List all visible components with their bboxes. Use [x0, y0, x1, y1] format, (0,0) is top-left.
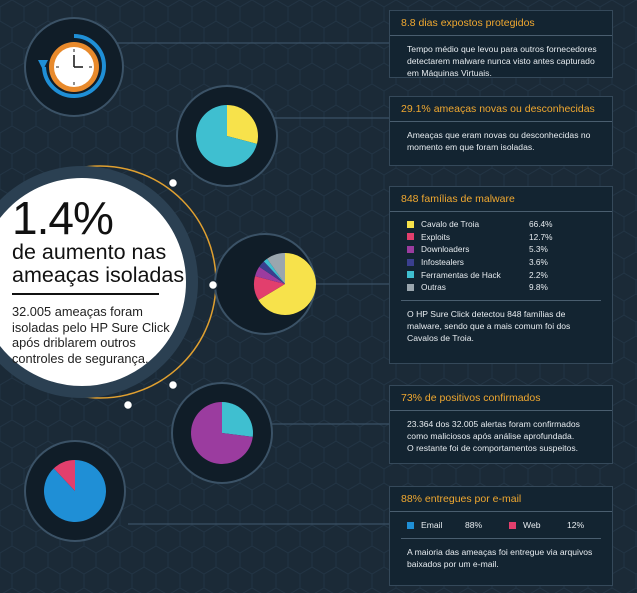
delivery-legend: Email 88% Web 12% [390, 512, 612, 530]
legend-label: Ferramentas de Hack [421, 269, 501, 280]
legend-value: 12.7% [529, 231, 553, 242]
legend-label: Downloaders [421, 244, 470, 255]
pie-slice-web [53, 460, 75, 491]
panel-title: 848 famílias de malware [390, 187, 612, 212]
legend-value: 66.4% [529, 219, 553, 230]
panel-divider [401, 538, 601, 539]
legend-swatch [407, 271, 414, 279]
headline-circle [0, 166, 198, 398]
panel-positivos-confirmados: 73% de positivos confirmados 23.364 dos … [389, 385, 613, 464]
familias-pie-chart [254, 253, 317, 315]
legend-label: Cavalo de Troia [421, 219, 480, 230]
legend-value: 9.8% [529, 282, 548, 293]
legend-label: Outras [421, 282, 446, 293]
connector-lines [102, 42, 389, 525]
legend-value: 5.3% [529, 244, 548, 255]
headline-line-2: ameaças isoladas [12, 263, 185, 287]
pie-slice-confirmados [190, 402, 253, 464]
pie-slice-conhecidas [196, 105, 257, 167]
legend-swatch [407, 283, 414, 291]
legend-label-email: Email [421, 520, 443, 530]
pie-slice-email [44, 460, 107, 522]
panel-divider [401, 299, 601, 301]
legend-item: Outras 9.8% [407, 281, 601, 294]
orbit-dots [122, 177, 219, 411]
panel-title: 8.8 dias expostos protegidos [390, 11, 612, 36]
pie-slice-familia-0 [258, 253, 317, 315]
pie-slice-familia-4 [263, 258, 285, 284]
legend-item: Downloaders 5.3% [407, 243, 601, 256]
panel-text: Ameaças que eram novas ou desconhecidas … [407, 130, 591, 152]
pie-slice-familia-3 [259, 261, 285, 284]
headline-description: 32.005 ameaças foram isoladas pelo HP Su… [12, 304, 170, 366]
panel-ameacas-novas: 29.1% ameaças novas ou desconhecidas Ame… [389, 96, 613, 166]
pie-slice-familia-2 [255, 266, 285, 284]
legend-item: Exploits 12.7% [407, 231, 601, 244]
panel-text: O HP Sure Click detectou 848 famílias de… [407, 308, 571, 343]
panel-text-2: O restante foi de comportamentos suspeit… [407, 443, 579, 453]
legend-item: Infostealers 3.6% [407, 256, 601, 269]
panel-text: 23.364 dos 32.005 alertas foram confirma… [407, 419, 580, 441]
panel-text: A maioria das ameaças foi entregue via a… [407, 547, 593, 569]
pie-slice-suspeitos [222, 402, 253, 437]
pie-slice-novas [227, 104, 258, 144]
pie-slice-familia-1 [254, 276, 285, 300]
panel-title: 73% de positivos confirmados [390, 386, 612, 411]
panel-entregues-email: 88% entregues por e-mail Email 88% Web 1… [389, 486, 613, 586]
legend-label: Infostealers [421, 257, 464, 268]
legend-label-web: Web [523, 520, 541, 530]
email-pie-chart [44, 460, 107, 522]
pie-slice-familia-5 [267, 253, 285, 284]
legend-swatch [407, 220, 414, 228]
legend-swatch-web [509, 521, 516, 529]
legend-label: Exploits [421, 231, 451, 242]
legend-swatch [407, 258, 414, 266]
legend-value: 3.6% [529, 257, 548, 268]
panel-text: Tempo médio que levou para outros fornec… [407, 44, 597, 78]
legend-swatch [407, 245, 414, 253]
positivos-pie-chart [190, 402, 253, 464]
legend-swatch-email [407, 521, 414, 529]
legend-value-web: 12% [567, 520, 585, 530]
legend-item: Ferramentas de Hack 2.2% [407, 268, 601, 281]
novas-pie-chart [196, 104, 258, 167]
headline-divider [12, 293, 159, 295]
clock-icon [38, 34, 106, 98]
legend-value: 2.2% [529, 269, 548, 280]
panel-title: 29.1% ameaças novas ou desconhecidas [390, 97, 612, 122]
headline-number: 1.4% [12, 192, 114, 244]
headline-line-1: de aumento nas [12, 240, 167, 264]
legend-item: Cavalo de Troia 66.4% [407, 218, 601, 231]
panel-familias-malware: 848 famílias de malware Cavalo de Troia 6… [389, 186, 613, 364]
panel-title: 88% entregues por e-mail [390, 487, 612, 512]
panel-dias-expostos: 8.8 dias expostos protegidos Tempo médio… [389, 10, 613, 78]
malware-legend: Cavalo de Troia 66.4% Exploits 12.7% Downl… [390, 212, 612, 294]
legend-value-email: 88% [465, 520, 483, 530]
legend-swatch [407, 233, 414, 241]
